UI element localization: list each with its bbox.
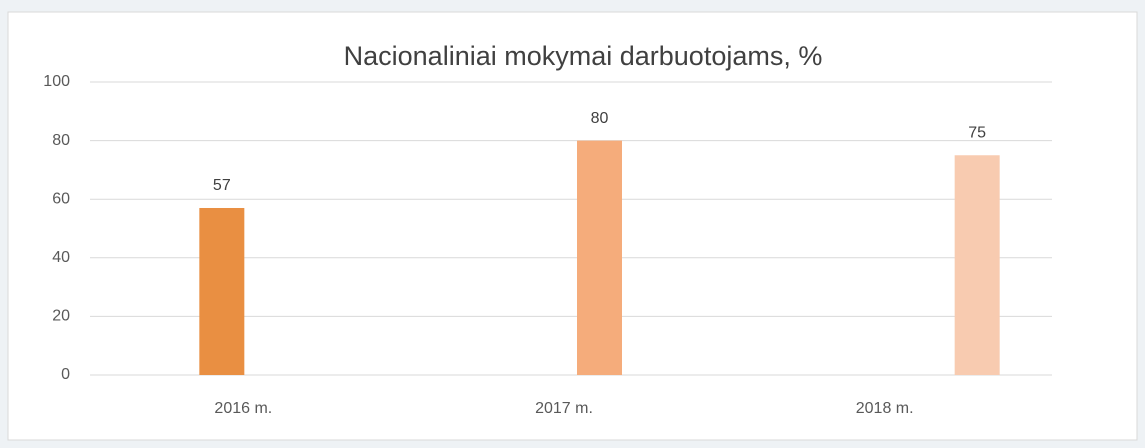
y-tick-label: 80	[52, 132, 70, 149]
y-tick-label: 60	[52, 190, 70, 207]
data-label: 80	[591, 110, 609, 127]
x-tick-label: 2017 m.	[535, 400, 593, 417]
y-tick-label: 0	[61, 366, 70, 383]
bar	[577, 140, 622, 375]
bar	[954, 155, 1000, 375]
x-tick-label: 2016 m.	[214, 400, 272, 417]
data-label: 75	[968, 124, 986, 141]
x-tick-label: 2018 m.	[856, 400, 914, 417]
bar	[199, 207, 245, 375]
chart-frame	[7, 11, 1138, 441]
y-tick-label: 40	[52, 249, 70, 266]
y-tick-label: 20	[52, 308, 70, 325]
data-label: 57	[213, 177, 231, 194]
y-tick-label: 100	[43, 73, 70, 90]
chart-title: Nacionaliniai mokymai darbuotojams, %	[344, 41, 823, 71]
